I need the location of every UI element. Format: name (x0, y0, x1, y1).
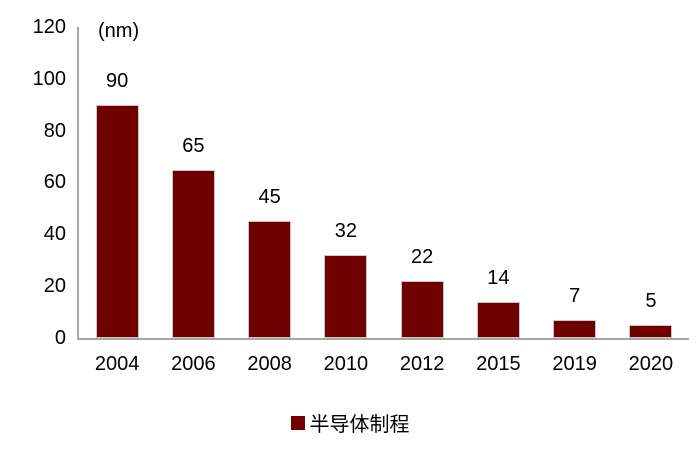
y-axis-unit-label: (nm) (98, 20, 140, 42)
bar-value-label: 5 (645, 290, 657, 312)
y-tick-label: 40 (43, 223, 66, 245)
plot-area: 90 65 45 32 22 14 7 5 (79, 27, 689, 338)
bar (400, 281, 444, 338)
bar-group: 5 (613, 27, 689, 338)
bar (171, 170, 215, 338)
y-tick-label: 0 (54, 327, 66, 349)
x-tick-label: 2010 (323, 353, 369, 375)
bar-group: 45 (232, 27, 308, 338)
bar (248, 221, 292, 338)
y-tick-label: 80 (43, 120, 66, 142)
legend-swatch-icon (290, 415, 305, 430)
y-tick-label: 120 (32, 16, 66, 38)
bar-value-label: 32 (334, 220, 357, 242)
bar-value-label: 22 (411, 246, 434, 268)
bar-value-label: 90 (106, 70, 129, 92)
bar (95, 105, 139, 338)
x-axis: 2004 2006 2008 2010 2012 2015 2019 2020 (79, 352, 689, 376)
y-tick-label: 60 (43, 171, 66, 193)
bar (629, 325, 673, 338)
bar-value-label: 65 (182, 135, 205, 157)
x-tick-label: 2008 (247, 353, 292, 375)
bar-group: 22 (384, 27, 460, 338)
x-tick-label: 2004 (94, 353, 140, 375)
y-axis-line (77, 27, 79, 340)
bar (553, 320, 597, 338)
legend: 半导体制程 (0, 408, 700, 437)
bar (476, 302, 520, 338)
bar-value-label: 7 (569, 285, 581, 307)
x-tick-label: 2015 (476, 353, 521, 375)
bar-value-label: 45 (258, 186, 281, 208)
y-axis: 120 100 80 60 40 20 0 (4, 0, 66, 449)
bar-group: 7 (537, 27, 613, 338)
x-tick-label: 2012 (399, 353, 445, 375)
bar-group: 14 (460, 27, 536, 338)
bar-value-label: 14 (487, 267, 510, 289)
bar-group: 90 (79, 27, 155, 338)
x-tick-label: 2019 (552, 353, 597, 375)
x-tick-label: 2020 (628, 353, 674, 375)
bar-group: 65 (155, 27, 231, 338)
bar (324, 255, 368, 338)
x-tick-label: 2006 (171, 353, 216, 375)
y-tick-label: 20 (43, 275, 66, 297)
bar-group: 32 (308, 27, 384, 338)
legend-label: 半导体制程 (309, 414, 410, 436)
x-axis-line (77, 338, 689, 340)
y-tick-label: 100 (32, 68, 66, 90)
